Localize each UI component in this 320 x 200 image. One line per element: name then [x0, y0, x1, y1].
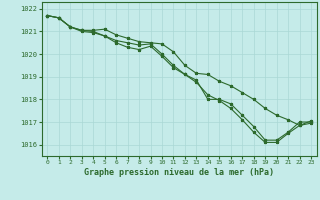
X-axis label: Graphe pression niveau de la mer (hPa): Graphe pression niveau de la mer (hPa): [84, 168, 274, 177]
